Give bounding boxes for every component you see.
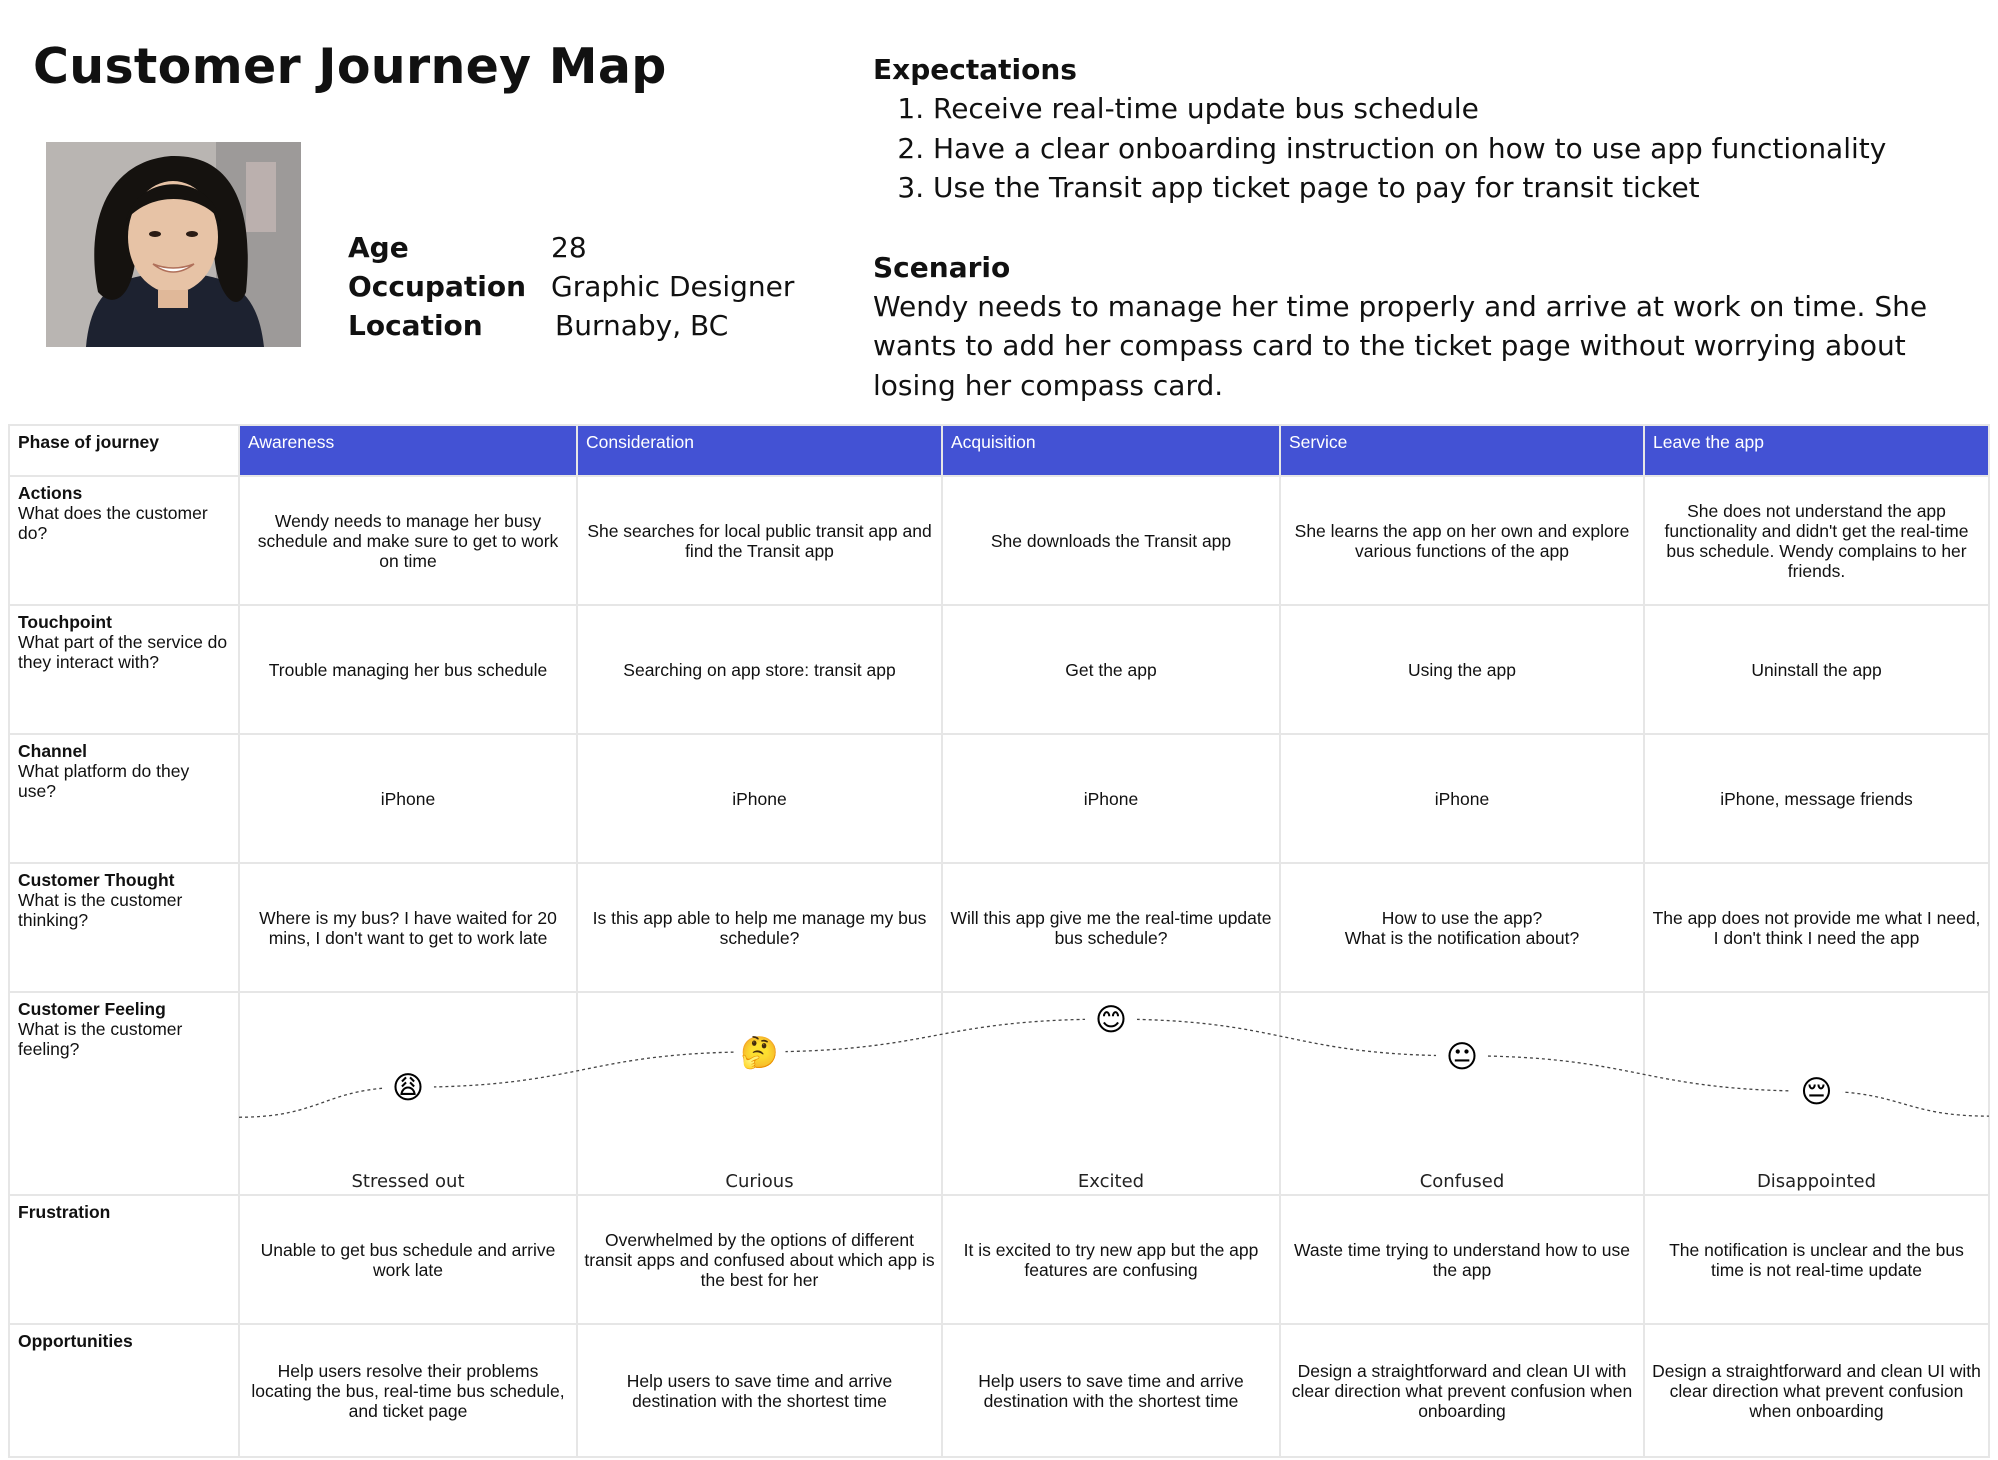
persona-location-row: Location Burnaby, BC [348, 306, 794, 345]
table-cell: Design a straightforward and clean UI wi… [1643, 1323, 1990, 1458]
table-cell: How to use the app? What is the notifica… [1279, 862, 1645, 993]
table-cell: Where is my bus? I have waited for 20 mi… [238, 862, 578, 993]
touchpoint-row: Touchpoint What part of the service do th… [8, 604, 1990, 735]
table-cell: The notification is unclear and the bus … [1643, 1194, 1990, 1325]
frustration-row: Frustration Unable to get bus schedule a… [8, 1194, 1990, 1325]
touchpoint-row-label: Touchpoint What part of the service do th… [8, 604, 240, 735]
phase-leave-the-app: Leave the app [1643, 424, 1990, 477]
table-cell: Wendy needs to manage her busy schedule … [238, 475, 578, 606]
expectation-item: Have a clear onboarding instruction on h… [933, 129, 1983, 169]
persona-details: Age 28 Occupation Graphic Designer Locat… [348, 228, 794, 345]
feeling-cell: Excited [941, 991, 1281, 1196]
feeling-row-label: Customer Feeling What is the customer fee… [8, 991, 240, 1196]
thought-row-label: Customer Thought What is the customer thi… [8, 862, 240, 993]
table-cell: Help users to save time and arrive desti… [576, 1323, 943, 1458]
frustration-row-label: Frustration [8, 1194, 240, 1325]
journey-table: Phase of journey Awareness Consideration… [8, 424, 1990, 1458]
feeling-label: Excited [1077, 1171, 1145, 1192]
persona-portrait-image [46, 142, 301, 347]
persona-photo [46, 142, 301, 347]
age-label: Age [348, 231, 409, 264]
feeling-cell: Curious [576, 991, 943, 1196]
phase-consideration: Consideration [576, 424, 943, 477]
expectation-item: Use the Transit app ticket page to pay f… [933, 168, 1983, 208]
table-cell: She searches for local public transit ap… [576, 475, 943, 606]
table-cell: The app does not provide me what I need,… [1643, 862, 1990, 993]
table-cell: It is excited to try new app but the app… [941, 1194, 1281, 1325]
feeling-label: Curious [725, 1171, 794, 1192]
table-cell: iPhone [576, 733, 943, 864]
phase-row: Phase of journey Awareness Consideration… [8, 424, 1990, 477]
table-cell: Using the app [1279, 604, 1645, 735]
scenario-text: Wendy needs to manage her time properly … [873, 289, 1928, 402]
occupation-label: Occupation [348, 270, 527, 303]
table-cell: Get the app [941, 604, 1281, 735]
actions-row: Actions What does the customer do? Wendy … [8, 475, 1990, 606]
expectations-heading: Expectations [873, 53, 1077, 86]
table-cell: She does not understand the app function… [1643, 475, 1990, 606]
location-value: Burnaby, BC [555, 309, 729, 342]
page-title: Customer Journey Map [33, 38, 667, 95]
feeling-label: Stressed out [351, 1171, 465, 1192]
feeling-cell: Disappointed [1643, 991, 1990, 1196]
phase-acquisition: Acquisition [941, 424, 1281, 477]
feeling-label: Confused [1419, 1171, 1505, 1192]
table-cell: Design a straightforward and clean UI wi… [1279, 1323, 1645, 1458]
age-value: 28 [551, 231, 587, 264]
table-cell: Help users to save time and arrive desti… [941, 1323, 1281, 1458]
table-cell: Uninstall the app [1643, 604, 1990, 735]
phase-awareness: Awareness [238, 424, 578, 477]
feeling-cell: Stressed out [238, 991, 578, 1196]
table-cell: Waste time trying to understand how to u… [1279, 1194, 1645, 1325]
table-cell: iPhone, message friends [1643, 733, 1990, 864]
feeling-cell: Confused [1279, 991, 1645, 1196]
expectation-item: Receive real-time update bus schedule [933, 89, 1983, 129]
table-cell: She learns the app on her own and explor… [1279, 475, 1645, 606]
table-cell: Is this app able to help me manage my bu… [576, 862, 943, 993]
table-cell: Will this app give me the real-time upda… [941, 862, 1281, 993]
table-cell: iPhone [941, 733, 1281, 864]
occupation-value: Graphic Designer [551, 270, 795, 303]
phase-service: Service [1279, 424, 1645, 477]
feeling-row: Customer Feeling What is the customer fee… [8, 991, 1990, 1196]
table-cell: Trouble managing her bus schedule [238, 604, 578, 735]
expectations-list: Receive real-time update bus schedule Ha… [873, 89, 1983, 208]
thought-row: Customer Thought What is the customer thi… [8, 862, 1990, 993]
feeling-label: Disappointed [1756, 1171, 1877, 1192]
table-cell: Help users resolve their problems locati… [238, 1323, 578, 1458]
location-label: Location [348, 309, 483, 342]
persona-age-row: Age 28 [348, 228, 794, 267]
table-cell: Overwhelmed by the options of different … [576, 1194, 943, 1325]
table-cell: iPhone [238, 733, 578, 864]
actions-row-label: Actions What does the customer do? [8, 475, 240, 606]
expectations-scenario-panel: Expectations Receive real-time update bu… [873, 50, 1983, 405]
opportunities-row: Opportunities Help users resolve their p… [8, 1323, 1990, 1458]
table-cell: She downloads the Transit app [941, 475, 1281, 606]
channel-row-label: Channel What platform do they use? [8, 733, 240, 864]
phase-row-label: Phase of journey [8, 424, 240, 477]
table-cell: iPhone [1279, 733, 1645, 864]
table-cell: Unable to get bus schedule and arrive wo… [238, 1194, 578, 1325]
persona-occupation-row: Occupation Graphic Designer [348, 267, 794, 306]
table-cell: Searching on app store: transit app [576, 604, 943, 735]
opportunities-row-label: Opportunities [8, 1323, 240, 1458]
scenario-heading: Scenario [873, 250, 1011, 284]
channel-row: Channel What platform do they use? iPhone… [8, 733, 1990, 864]
